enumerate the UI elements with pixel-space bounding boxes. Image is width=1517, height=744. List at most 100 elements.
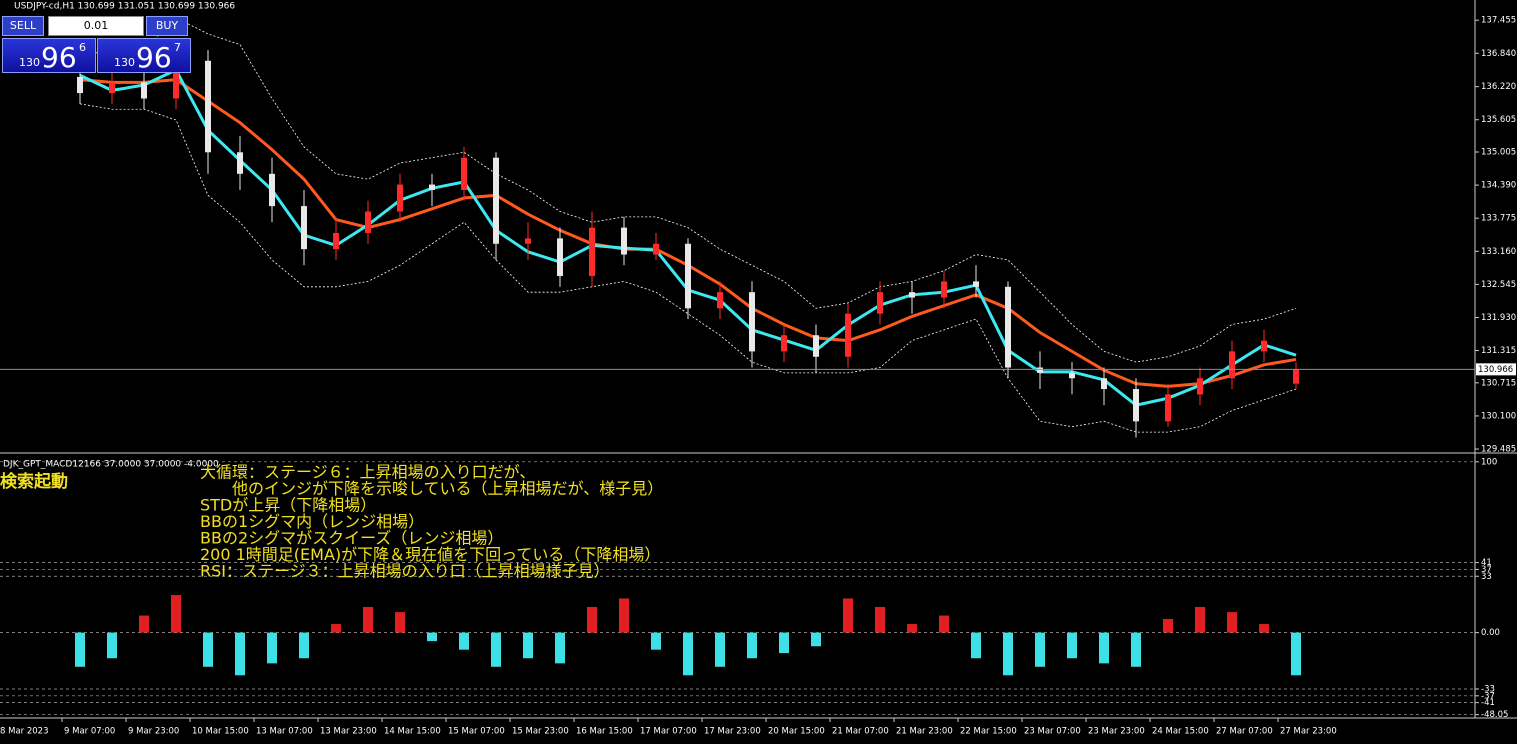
lot-input[interactable]: 0.01 [48, 16, 144, 36]
histogram-bar [811, 632, 821, 647]
x-tick-label: 15 Mar 07:00 [448, 727, 505, 737]
histogram-bar [491, 632, 501, 667]
candle-body [173, 60, 179, 99]
y-tick-label: 135.005 [1481, 148, 1516, 158]
x-tick-label: 17 Mar 07:00 [640, 727, 697, 737]
histogram-bar [75, 632, 85, 667]
x-tick-label: 22 Mar 15:00 [960, 727, 1017, 737]
candle-body [1133, 389, 1139, 422]
histogram-bar [939, 615, 949, 633]
candle-body [1101, 378, 1107, 390]
x-tick-label: 27 Mar 07:00 [1216, 727, 1273, 737]
candle-body [461, 157, 467, 190]
histogram-bar [907, 624, 917, 633]
candle-body [1229, 351, 1235, 379]
y-tick-label: 0.00 [1481, 628, 1500, 638]
sell-button[interactable]: SELL [2, 16, 44, 36]
candle-body [973, 281, 979, 287]
y-tick-label: -48.05 [1481, 710, 1508, 720]
candle-body [429, 184, 435, 190]
candle-body [397, 184, 403, 212]
histogram-bar [779, 632, 789, 654]
annotation: BBの1シグマ内（レンジ相場） [200, 512, 424, 531]
indicator-line [79, 78, 1297, 388]
histogram-bar [715, 632, 725, 667]
candle-body [301, 206, 307, 250]
y-tick-label: -37 [1481, 691, 1495, 701]
histogram-bar [1035, 632, 1045, 667]
y-tick-label: 136.220 [1481, 82, 1516, 92]
x-tick-label: 10 Mar 15:00 [192, 727, 249, 737]
candle-body [781, 335, 787, 352]
y-tick-label: 130.715 [1481, 378, 1516, 388]
candle-body [845, 313, 851, 357]
sell-price[interactable]: 130 96 6 [2, 38, 96, 74]
candle-body [109, 82, 115, 94]
y-tick-label: 135.605 [1481, 115, 1516, 125]
candle-body [589, 227, 595, 277]
histogram-bar [747, 632, 757, 659]
price-pips: 96 [41, 41, 77, 74]
histogram-bar [1259, 624, 1269, 633]
current-price-label: 130.966 [1478, 365, 1513, 375]
candle-body [653, 243, 659, 255]
histogram-bar [459, 632, 469, 650]
candle-body [685, 243, 691, 309]
histogram-bar [587, 606, 597, 633]
histogram-bar [1195, 606, 1205, 633]
histogram-bar [427, 632, 437, 642]
x-tick-label: 17 Mar 23:00 [704, 727, 761, 737]
status-label: 検索起動 [0, 471, 68, 492]
buy-price[interactable]: 130 96 7 [97, 38, 191, 74]
candle-body [525, 238, 531, 244]
histogram-bar [971, 632, 981, 659]
histogram-bar [1163, 618, 1173, 633]
histogram-bar [651, 632, 661, 650]
histogram-bar [331, 624, 341, 633]
price-fraction: 6 [79, 41, 86, 54]
annotation: 他のインジが下降を示唆している（上昇相場だが、様子見） [200, 479, 663, 498]
histogram-bar [267, 632, 277, 664]
indicator-line [79, 17, 1297, 363]
buy-button[interactable]: BUY [146, 16, 188, 36]
candle-body [909, 292, 915, 298]
candle-body [941, 281, 947, 298]
candle-body [1165, 394, 1171, 422]
histogram-bar [683, 632, 693, 676]
candle-body [237, 152, 243, 174]
candle-body [717, 292, 723, 309]
histogram-bar [1291, 632, 1301, 676]
annotation: STDが上昇（下降相場） [200, 496, 376, 515]
y-tick-label: 133.775 [1481, 214, 1516, 224]
y-tick-label: 131.930 [1481, 313, 1516, 323]
histogram-bar [1131, 632, 1141, 667]
y-tick-label: -41 [1481, 698, 1495, 708]
current-price-box [1476, 363, 1516, 376]
x-tick-label: 16 Mar 15:00 [576, 727, 633, 737]
indicator-line [79, 103, 1297, 433]
x-tick-label: 13 Mar 23:00 [320, 727, 377, 737]
candle-body [877, 292, 883, 314]
histogram-bar [1003, 632, 1013, 676]
histogram-bar [843, 598, 853, 633]
x-tick-label: 23 Mar 23:00 [1088, 727, 1145, 737]
y-tick-label: 41 [1481, 558, 1492, 568]
histogram-bar [203, 632, 213, 667]
annotation: 大循環：ステージ６：上昇相場の入り口だが、 [200, 463, 535, 482]
candle-body [1293, 369, 1299, 384]
x-tick-label: 24 Mar 15:00 [1152, 727, 1209, 737]
y-tick-label: 131.315 [1481, 346, 1516, 356]
x-tick-label: 21 Mar 23:00 [896, 727, 953, 737]
histogram-bar [235, 632, 245, 676]
annotation: RSI：ステージ３：上昇相場の入り口（上昇相場様子見） [200, 562, 610, 581]
histogram-bar [523, 632, 533, 659]
symbol-line: USDJPY-cd,H1 130.699 131.051 130.699 130… [14, 2, 235, 12]
y-tick-label: 134.390 [1481, 181, 1516, 191]
x-tick-label: 21 Mar 07:00 [832, 727, 889, 737]
x-tick-label: 27 Mar 23:00 [1280, 727, 1337, 737]
x-tick-label: 13 Mar 07:00 [256, 727, 313, 737]
histogram-bar [875, 606, 885, 633]
candle-body [1069, 372, 1075, 379]
annotation: BBの2シグマがスクイーズ（レンジ相場） [200, 529, 503, 548]
